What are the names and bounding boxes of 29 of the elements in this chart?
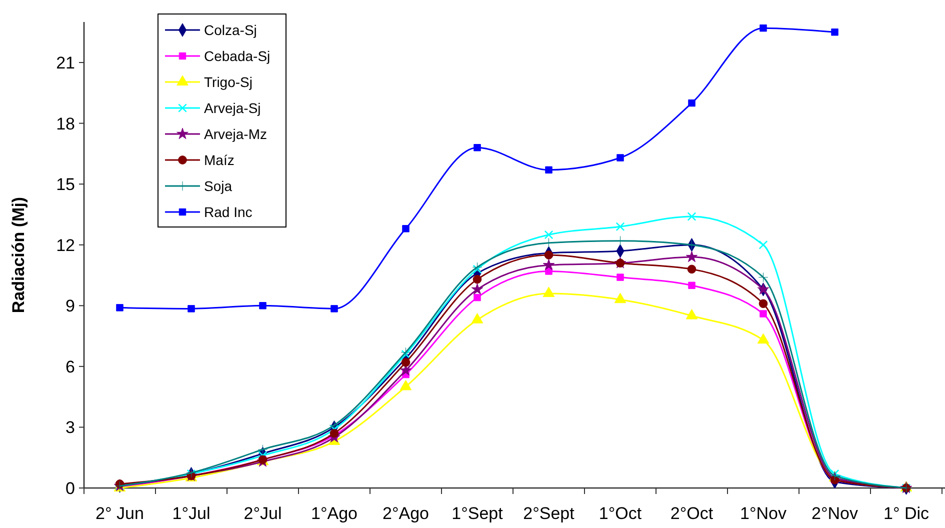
x-tick-label: 2°Nov bbox=[812, 504, 858, 523]
y-tick-label: 15 bbox=[56, 175, 75, 194]
x-tick-label: 2°Ago bbox=[382, 504, 430, 523]
y-tick-label: 18 bbox=[56, 114, 75, 134]
y-tick-label: 12 bbox=[56, 236, 75, 255]
legend-label: Arveja-Sj bbox=[204, 100, 261, 116]
legend-label: Rad Inc bbox=[204, 204, 252, 220]
legend-label: Soja bbox=[204, 178, 232, 194]
y-axis-title: Radiación (Mj) bbox=[9, 196, 28, 314]
x-tick-label: 2°Jul bbox=[244, 504, 282, 523]
y-tick-label: 3 bbox=[66, 418, 75, 438]
x-tick-label: 2°Sept bbox=[523, 504, 575, 523]
legend-label: Trigo-Sj bbox=[204, 74, 252, 90]
y-tick-label: 0 bbox=[66, 478, 75, 498]
legend-label: Arveja-Mz bbox=[204, 126, 268, 142]
x-tick-label: 1°Oct bbox=[598, 504, 642, 523]
x-tick-label: 1°Nov bbox=[740, 504, 787, 523]
y-tick-label: 9 bbox=[66, 296, 75, 316]
y-tick-label: 21 bbox=[56, 53, 75, 72]
x-tick-label: 2° Jun bbox=[96, 504, 144, 523]
x-tick-label: 1° Dic bbox=[883, 504, 930, 523]
x-tick-label: 1°Ago bbox=[310, 504, 358, 523]
x-tick-label: 2°Oct bbox=[670, 504, 714, 523]
legend-label: Maíz bbox=[204, 152, 234, 168]
legend-label: Colza-Sj bbox=[204, 22, 257, 38]
y-tick-label: 6 bbox=[66, 357, 75, 376]
x-tick-label: 1°Sept bbox=[452, 504, 504, 523]
x-tick-label: 1°Jul bbox=[172, 504, 210, 523]
legend-label: Cebada-Sj bbox=[204, 48, 270, 64]
